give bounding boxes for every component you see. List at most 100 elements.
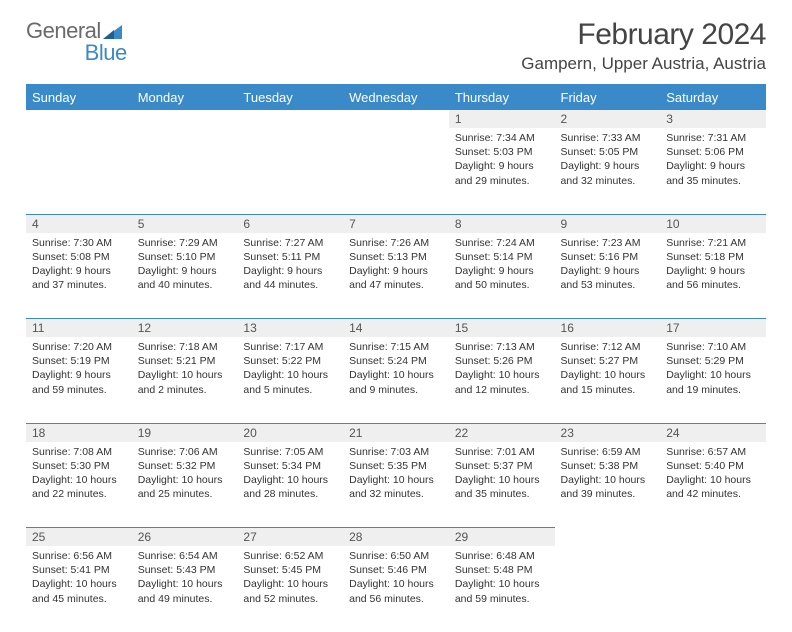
daylight-text-1: Daylight: 10 hours [349, 368, 443, 382]
day-number-cell: 5 [132, 214, 238, 233]
day-info-cell: Sunrise: 6:50 AMSunset: 5:46 PMDaylight:… [343, 546, 449, 632]
sunset-text: Sunset: 5:30 PM [32, 459, 126, 473]
day-number-cell: 14 [343, 319, 449, 338]
sunrise-text: Sunrise: 6:57 AM [666, 445, 760, 459]
day-info-cell: Sunrise: 7:20 AMSunset: 5:19 PMDaylight:… [26, 337, 132, 423]
week-daynum-row: 18192021222324 [26, 423, 766, 442]
day-info-cell [660, 546, 766, 632]
day-header: Friday [555, 86, 661, 110]
sunrise-text: Sunrise: 7:17 AM [243, 340, 337, 354]
day-number-cell: 2 [555, 110, 661, 129]
daylight-text-1: Daylight: 10 hours [32, 473, 126, 487]
sunset-text: Sunset: 5:48 PM [455, 563, 549, 577]
daylight-text-1: Daylight: 10 hours [561, 368, 655, 382]
day-info-cell: Sunrise: 7:24 AMSunset: 5:14 PMDaylight:… [449, 233, 555, 319]
day-number-cell: 6 [237, 214, 343, 233]
daylight-text-1: Daylight: 9 hours [32, 264, 126, 278]
daylight-text-2: and 2 minutes. [138, 383, 232, 397]
day-number-cell: 19 [132, 423, 238, 442]
week-daynum-row: 2526272829 [26, 528, 766, 547]
daylight-text-2: and 35 minutes. [666, 174, 760, 188]
daylight-text-2: and 12 minutes. [455, 383, 549, 397]
day-info: Sunrise: 7:31 AMSunset: 5:06 PMDaylight:… [660, 128, 766, 194]
day-number-cell: 16 [555, 319, 661, 338]
day-info: Sunrise: 6:56 AMSunset: 5:41 PMDaylight:… [26, 546, 132, 612]
daylight-text-1: Daylight: 10 hours [138, 368, 232, 382]
daylight-text-1: Daylight: 10 hours [243, 473, 337, 487]
day-info-cell: Sunrise: 7:05 AMSunset: 5:34 PMDaylight:… [237, 442, 343, 528]
day-number-cell: 23 [555, 423, 661, 442]
day-number-cell [343, 110, 449, 129]
week-daynum-row: 123 [26, 110, 766, 129]
daylight-text-1: Daylight: 10 hours [455, 368, 549, 382]
week-info-row: Sunrise: 7:08 AMSunset: 5:30 PMDaylight:… [26, 442, 766, 528]
daylight-text-1: Daylight: 10 hours [349, 577, 443, 591]
calendar-table: Sunday Monday Tuesday Wednesday Thursday… [26, 86, 766, 632]
daylight-text-2: and 32 minutes. [349, 487, 443, 501]
sunset-text: Sunset: 5:10 PM [138, 250, 232, 264]
sunset-text: Sunset: 5:35 PM [349, 459, 443, 473]
daylight-text-2: and 22 minutes. [32, 487, 126, 501]
day-info: Sunrise: 7:27 AMSunset: 5:11 PMDaylight:… [237, 233, 343, 299]
header: General February 2024 Gampern, Upper Aus… [26, 18, 766, 74]
day-info: Sunrise: 6:57 AMSunset: 5:40 PMDaylight:… [660, 442, 766, 508]
day-info: Sunrise: 7:23 AMSunset: 5:16 PMDaylight:… [555, 233, 661, 299]
day-info-cell: Sunrise: 7:29 AMSunset: 5:10 PMDaylight:… [132, 233, 238, 319]
sunset-text: Sunset: 5:32 PM [138, 459, 232, 473]
day-info-cell: Sunrise: 7:12 AMSunset: 5:27 PMDaylight:… [555, 337, 661, 423]
daylight-text-1: Daylight: 10 hours [561, 473, 655, 487]
daylight-text-1: Daylight: 10 hours [243, 577, 337, 591]
day-info-cell: Sunrise: 7:23 AMSunset: 5:16 PMDaylight:… [555, 233, 661, 319]
daylight-text-1: Daylight: 10 hours [243, 368, 337, 382]
daylight-text-2: and 47 minutes. [349, 278, 443, 292]
day-info: Sunrise: 7:06 AMSunset: 5:32 PMDaylight:… [132, 442, 238, 508]
daylight-text-1: Daylight: 10 hours [32, 577, 126, 591]
daylight-text-1: Daylight: 9 hours [455, 264, 549, 278]
day-info-cell: Sunrise: 7:18 AMSunset: 5:21 PMDaylight:… [132, 337, 238, 423]
daylight-text-1: Daylight: 9 hours [561, 159, 655, 173]
week-daynum-row: 45678910 [26, 214, 766, 233]
daylight-text-2: and 25 minutes. [138, 487, 232, 501]
daylight-text-1: Daylight: 9 hours [349, 264, 443, 278]
day-header: Sunday [26, 86, 132, 110]
sunrise-text: Sunrise: 7:06 AM [138, 445, 232, 459]
daylight-text-2: and 37 minutes. [32, 278, 126, 292]
day-info-cell: Sunrise: 6:52 AMSunset: 5:45 PMDaylight:… [237, 546, 343, 632]
day-info-cell: Sunrise: 7:31 AMSunset: 5:06 PMDaylight:… [660, 128, 766, 214]
sunrise-text: Sunrise: 7:30 AM [32, 236, 126, 250]
day-number-cell [237, 110, 343, 129]
day-info: Sunrise: 7:10 AMSunset: 5:29 PMDaylight:… [660, 337, 766, 403]
sunrise-text: Sunrise: 7:33 AM [561, 131, 655, 145]
daylight-text-1: Daylight: 10 hours [349, 473, 443, 487]
sunset-text: Sunset: 5:26 PM [455, 354, 549, 368]
day-number-cell: 9 [555, 214, 661, 233]
day-info: Sunrise: 7:01 AMSunset: 5:37 PMDaylight:… [449, 442, 555, 508]
sunset-text: Sunset: 5:24 PM [349, 354, 443, 368]
daylight-text-2: and 35 minutes. [455, 487, 549, 501]
sunrise-text: Sunrise: 7:03 AM [349, 445, 443, 459]
sunset-text: Sunset: 5:27 PM [561, 354, 655, 368]
sunrise-text: Sunrise: 7:26 AM [349, 236, 443, 250]
day-header: Thursday [449, 86, 555, 110]
daylight-text-1: Daylight: 10 hours [455, 577, 549, 591]
day-number-cell: 25 [26, 528, 132, 547]
day-info: Sunrise: 7:20 AMSunset: 5:19 PMDaylight:… [26, 337, 132, 403]
daylight-text-2: and 49 minutes. [138, 592, 232, 606]
day-number-cell: 1 [449, 110, 555, 129]
daylight-text-1: Daylight: 10 hours [666, 368, 760, 382]
day-number-cell: 10 [660, 214, 766, 233]
sunset-text: Sunset: 5:34 PM [243, 459, 337, 473]
day-info: Sunrise: 7:24 AMSunset: 5:14 PMDaylight:… [449, 233, 555, 299]
day-number-cell [132, 110, 238, 129]
day-info: Sunrise: 7:15 AMSunset: 5:24 PMDaylight:… [343, 337, 449, 403]
daylight-text-2: and 44 minutes. [243, 278, 337, 292]
day-number-cell: 12 [132, 319, 238, 338]
day-info-cell: Sunrise: 7:27 AMSunset: 5:11 PMDaylight:… [237, 233, 343, 319]
day-info-cell: Sunrise: 7:01 AMSunset: 5:37 PMDaylight:… [449, 442, 555, 528]
day-info-cell: Sunrise: 7:13 AMSunset: 5:26 PMDaylight:… [449, 337, 555, 423]
day-info-cell: Sunrise: 7:03 AMSunset: 5:35 PMDaylight:… [343, 442, 449, 528]
sunrise-text: Sunrise: 6:56 AM [32, 549, 126, 563]
day-number-cell: 7 [343, 214, 449, 233]
sunrise-text: Sunrise: 7:01 AM [455, 445, 549, 459]
sunrise-text: Sunrise: 6:54 AM [138, 549, 232, 563]
